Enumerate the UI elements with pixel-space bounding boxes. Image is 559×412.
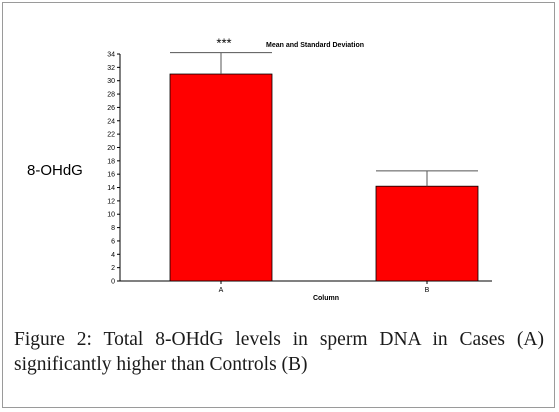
y-tick-label: 20 — [107, 145, 115, 152]
bar-A — [169, 73, 273, 282]
x-axis-label: Column — [313, 295, 339, 302]
bar-B — [375, 185, 479, 282]
y-tick-label: 26 — [107, 105, 115, 112]
y-tick-label: 10 — [107, 212, 115, 219]
y-tick-label: 12 — [107, 198, 115, 205]
y-tick-label: 2 — [111, 265, 115, 272]
y-tick-label: 18 — [107, 158, 115, 165]
y-tick-label: 22 — [107, 132, 115, 139]
significance-label: *** — [216, 36, 231, 51]
figure-caption: Figure 2: Total 8-OHdG levels in sperm D… — [14, 327, 544, 377]
y-tick-label: 14 — [107, 185, 115, 192]
x-tick-label-B: B — [425, 287, 430, 294]
y-tick-label: 6 — [111, 238, 115, 245]
y-tick-label: 16 — [107, 172, 115, 179]
y-tick-label: 4 — [111, 252, 115, 259]
y-tick-label: 32 — [107, 65, 115, 72]
y-tick-label: 28 — [107, 92, 115, 99]
x-tick-label-A: A — [219, 287, 224, 294]
y-tick-label: 0 — [111, 279, 115, 286]
y-axis-label: 8-OHdG — [27, 162, 83, 179]
y-tick-label: 24 — [107, 118, 115, 125]
bar-chart: Mean and Standard Deviation 8-OHdG Colum… — [27, 36, 492, 302]
y-tick-label: 30 — [107, 78, 115, 85]
chart-title: Mean and Standard Deviation — [266, 42, 364, 49]
y-tick-label: 8 — [111, 225, 115, 232]
figure-label: Figure 2: — [14, 329, 92, 350]
caption-text: Total 8-OHdG levels in sperm DNA in Case… — [14, 329, 544, 375]
y-tick-label: 34 — [107, 52, 115, 59]
